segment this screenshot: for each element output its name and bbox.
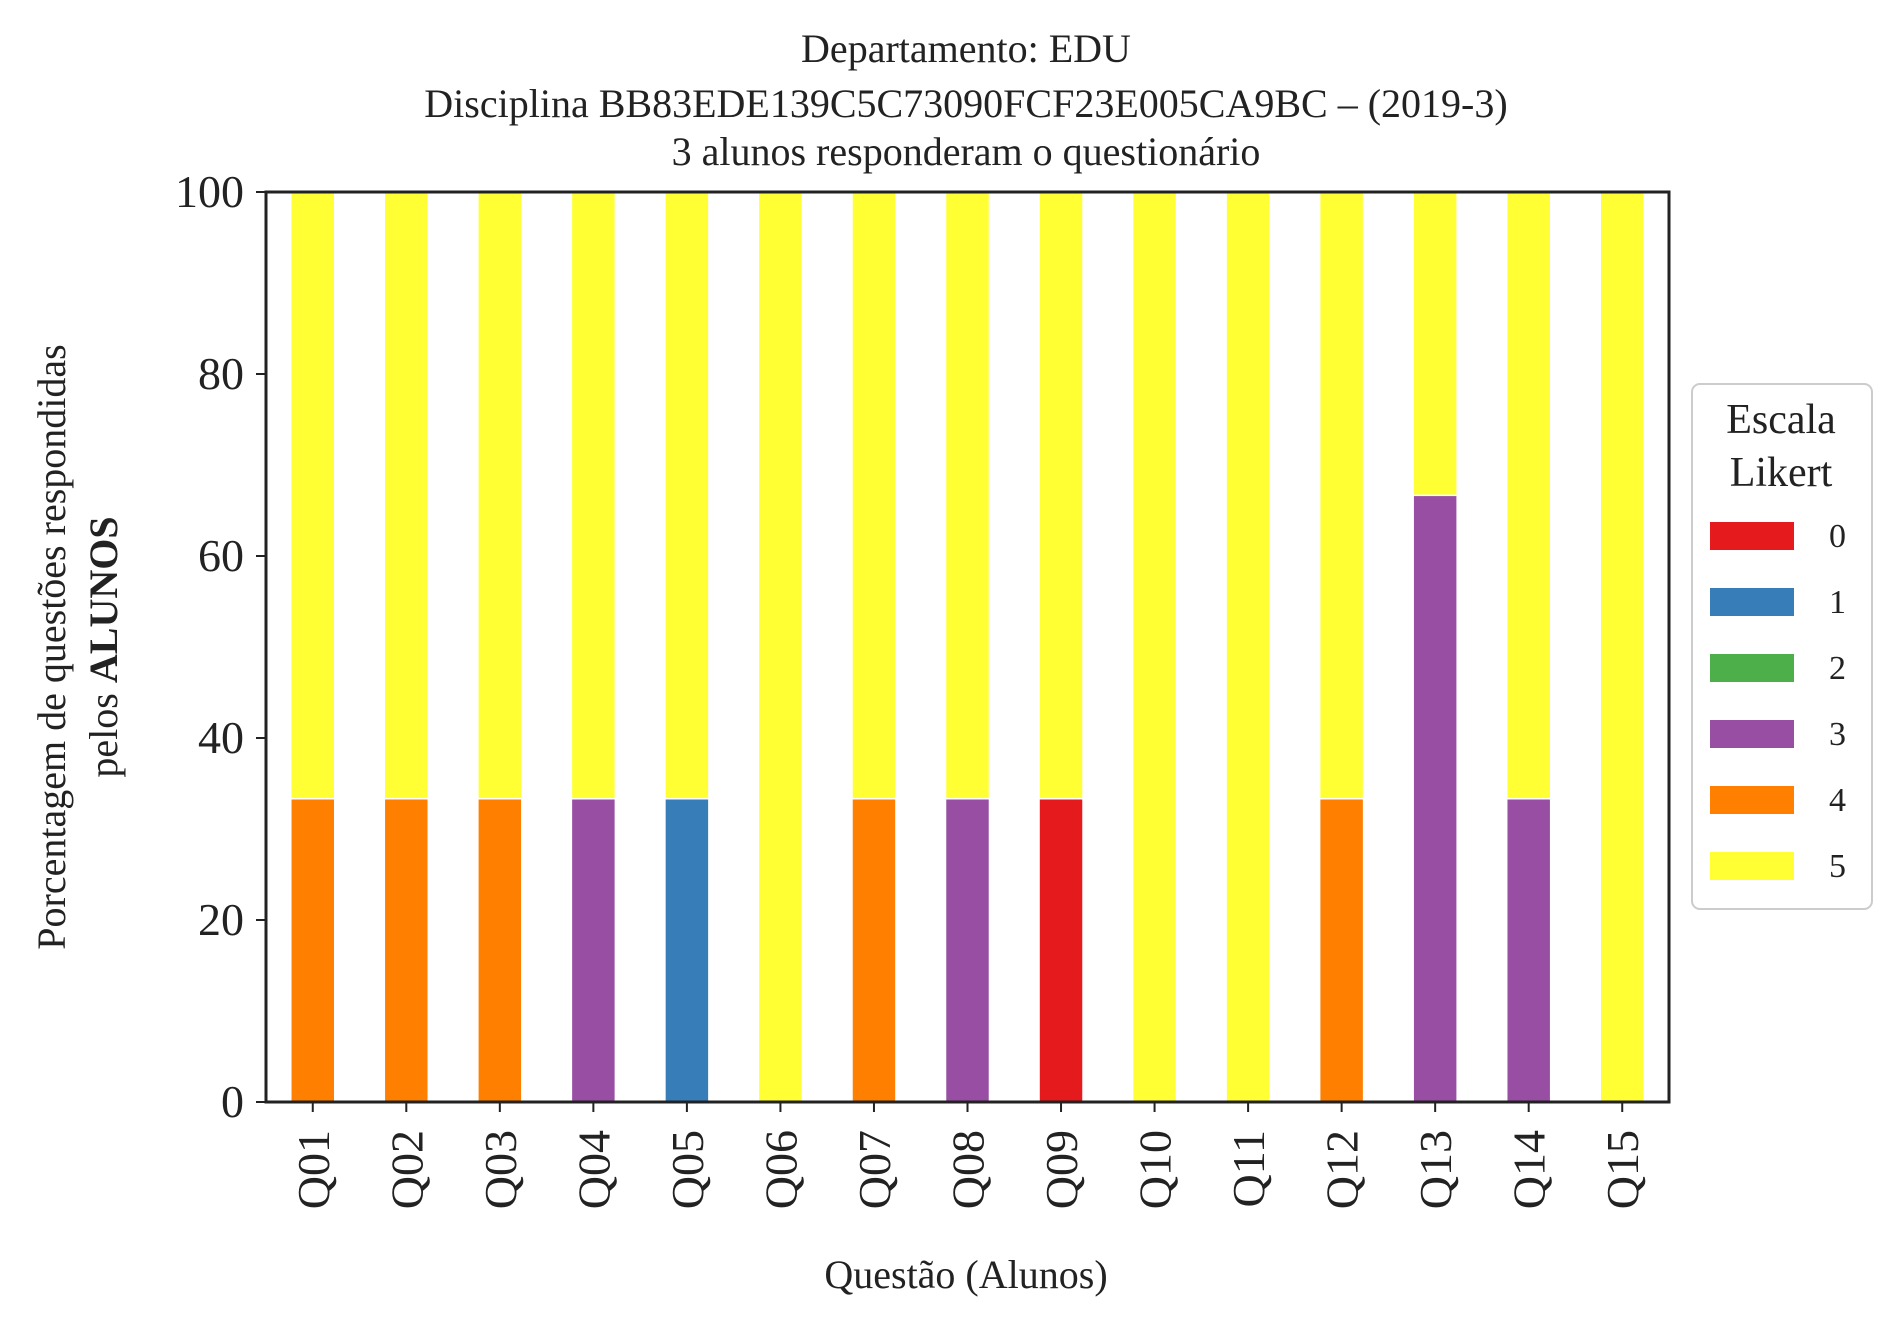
x-tick-label-q10: Q10 [1130, 1130, 1181, 1209]
bar-segment-q08-level-3 [944, 797, 991, 1103]
plot-frame [264, 190, 1671, 1104]
bar-segment-q03-level-4 [477, 797, 523, 1103]
bar-segment-q15-level-5 [1599, 191, 1645, 1103]
bar-segment-q14-level-3 [1505, 797, 1552, 1103]
legend-label-5: 5 [1829, 848, 1846, 885]
x-tick-label-q06: Q06 [755, 1130, 806, 1209]
bar-segment-q04-level-5 [570, 191, 617, 800]
bar-segment-q13-level-3 [1412, 494, 1458, 1103]
x-tick-label-q12: Q12 [1317, 1130, 1368, 1209]
bar-segment-q07-level-5 [851, 191, 897, 800]
legend-swatch-4 [1710, 786, 1794, 814]
bar-segment-q05-level-1 [664, 797, 710, 1103]
bar-segment-q09-level-5 [1038, 191, 1084, 800]
bar-segment-q12-level-4 [1318, 797, 1365, 1103]
legend-swatch-3 [1710, 720, 1794, 748]
legend-box [1691, 383, 1873, 910]
bar-segment-q05-level-5 [664, 191, 710, 800]
y-axis-label-bold: ALUNOS [81, 516, 126, 683]
bar-segment-q01-level-5 [290, 191, 336, 800]
title-line-2: Disciplina BB83EDE139C5C73090FCF23E005CA… [424, 81, 1507, 126]
legend-title-line-1: Escala [1726, 397, 1836, 443]
legend-swatch-2 [1710, 654, 1794, 682]
legend-swatch-1 [1710, 588, 1794, 616]
bar-segment-q04-level-3 [570, 797, 617, 1103]
x-tick-label-q03: Q03 [475, 1130, 526, 1209]
bar-segment-q10-level-5 [1131, 191, 1178, 1103]
legend-label-4: 4 [1829, 782, 1846, 819]
x-tick-label-q08: Q08 [943, 1130, 994, 1209]
x-tick-label-q11: Q11 [1223, 1130, 1274, 1208]
bar-segment-q12-level-5 [1318, 191, 1365, 800]
y-axis-label-line-2: pelos ALUNOS [81, 516, 126, 777]
bar-segment-q06-level-5 [757, 191, 804, 1103]
bar-segment-q09-level-0 [1038, 797, 1084, 1103]
x-axis-ticks: Q01 Q02 Q03 Q04 Q05 Q06 Q07 Q08 Q09 Q10 Q11 Q12 Q13 Q… [288, 1102, 1648, 1209]
y-tick-label-40: 40 [198, 712, 244, 763]
bar-segment-q08-level-5 [944, 191, 991, 800]
bar-segment-q07-level-4 [851, 797, 897, 1103]
y-tick-label-80: 80 [198, 348, 244, 399]
bar-segment-q11-level-5 [1225, 191, 1271, 1103]
bar-segment-q14-level-5 [1505, 191, 1552, 800]
x-tick-label-q05: Q05 [662, 1130, 713, 1209]
legend-label-3: 3 [1829, 716, 1846, 753]
bars-layer [290, 191, 1645, 1103]
y-axis-label-prefix: pelos [81, 683, 126, 777]
x-axis-label: Questão (Alunos) [824, 1252, 1107, 1297]
x-tick-label-q02: Q02 [381, 1130, 432, 1209]
y-tick-label-60: 60 [198, 530, 244, 581]
bar-segment-q13-level-5 [1412, 191, 1458, 497]
y-tick-label-100: 100 [175, 166, 244, 217]
y-axis-label-line-1: Porcentagem de questões respondidas [29, 344, 74, 949]
legend-swatch-5 [1710, 852, 1794, 880]
bar-segment-q02-level-4 [383, 797, 430, 1103]
title-line-3: 3 alunos responderam o questionário [672, 129, 1261, 174]
x-tick-label-q14: Q14 [1504, 1130, 1555, 1209]
legend: Escala Likert 0 1 2 3 4 5 [1691, 383, 1873, 910]
legend-label-2: 2 [1829, 650, 1846, 687]
x-tick-label-q01: Q01 [288, 1130, 339, 1209]
x-tick-label-q07: Q07 [849, 1130, 900, 1209]
x-tick-label-q09: Q09 [1036, 1130, 1087, 1209]
bar-segment-q02-level-5 [383, 191, 430, 800]
legend-label-1: 1 [1829, 584, 1846, 621]
x-tick-label-q13: Q13 [1410, 1130, 1461, 1209]
title-line-1: Departamento: EDU [801, 26, 1131, 71]
y-tick-label-0: 0 [221, 1076, 244, 1127]
chart-title: Departamento: EDU Disciplina BB83EDE139C… [424, 26, 1507, 174]
legend-swatch-0 [1710, 522, 1794, 550]
bar-segment-q03-level-5 [477, 191, 523, 800]
bar-segment-q01-level-4 [290, 797, 336, 1103]
y-tick-label-20: 20 [198, 894, 244, 945]
legend-label-0: 0 [1829, 518, 1846, 555]
y-axis-ticks: 0 20 40 60 80 100 [175, 166, 266, 1127]
x-tick-label-q15: Q15 [1597, 1130, 1648, 1209]
legend-title-line-2: Likert [1730, 450, 1833, 496]
legend-items: 0 1 2 3 4 5 [1710, 518, 1846, 885]
y-axis-label: Porcentagem de questões respondidas pelo… [29, 344, 126, 949]
x-tick-label-q04: Q04 [568, 1130, 619, 1209]
